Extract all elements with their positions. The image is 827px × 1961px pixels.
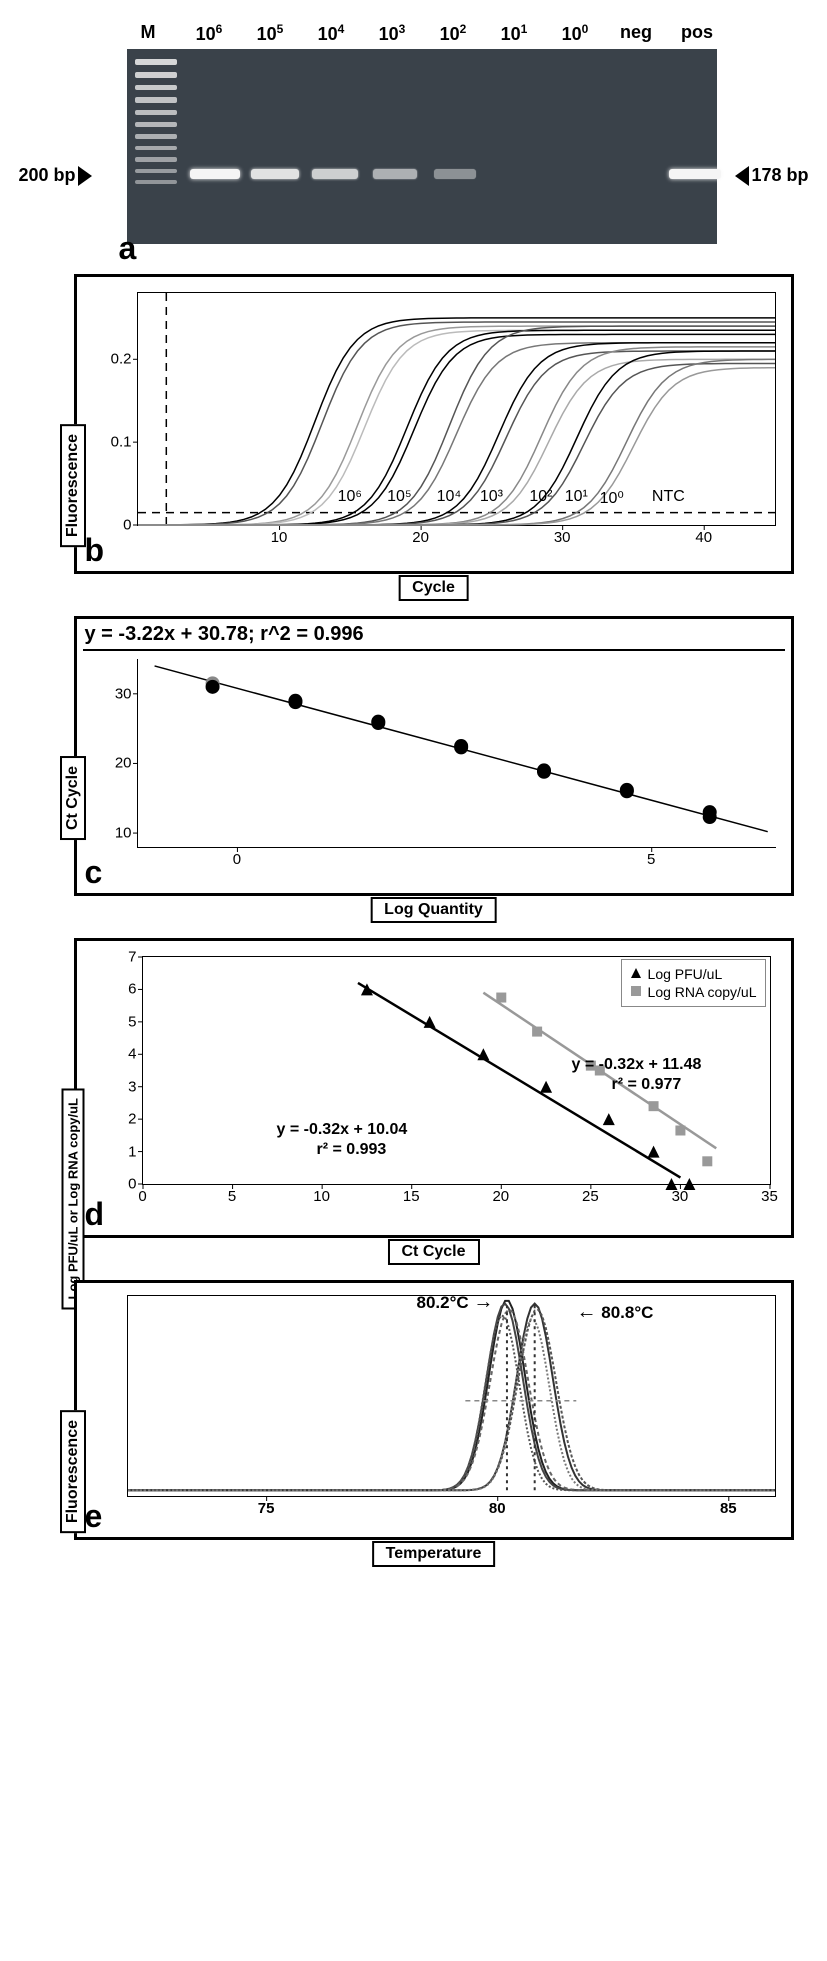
left-marker-text: 200 bp xyxy=(19,165,76,186)
c-equation: y = -3.22x + 30.78; r^2 = 0.996 xyxy=(85,623,364,646)
panel-b-amplification: Fluorescence Cycle 00.10.21020304010⁶10⁵… xyxy=(19,274,809,604)
d-xlabel: Ct Cycle xyxy=(387,1239,479,1265)
d-eq1a: y = -0.32x + 10.04 xyxy=(277,1121,408,1139)
d-eq2a: y = -0.32x + 11.48 xyxy=(572,1056,702,1074)
ladder xyxy=(135,59,183,234)
panel-e-letter: e xyxy=(85,1498,103,1535)
panel-a-gel: 200 bp M106105104103102101100negpos 178 … xyxy=(19,22,809,262)
e-svg xyxy=(128,1296,775,1496)
panel-e-melt: Fluorescence Temperature 758085 80.2°C →… xyxy=(19,1280,809,1570)
e-peak2-label: ← 80.8°C xyxy=(577,1301,654,1324)
right-marker-label: 178 bp xyxy=(735,165,808,186)
gel-image xyxy=(127,49,717,244)
arrow-left-icon xyxy=(735,166,749,186)
panel-b-letter: b xyxy=(85,532,105,569)
panel-d-letter: d xyxy=(85,1196,105,1233)
c-svg xyxy=(138,659,776,847)
gel-container: M106105104103102101100negpos xyxy=(109,22,719,252)
panel-a-letter: a xyxy=(119,230,137,267)
c-plot-area: 10203005 xyxy=(137,659,776,848)
chart-c: y = -3.22x + 30.78; r^2 = 0.996 Ct Cycle… xyxy=(74,616,794,896)
arrow-right-icon xyxy=(78,166,92,186)
chart-d: Log PFU/uL or Log RNA copy/uL Ct Cycle L… xyxy=(74,938,794,1238)
panel-c-letter: c xyxy=(85,854,103,891)
chart-b: Fluorescence Cycle 00.10.21020304010⁶10⁵… xyxy=(74,274,794,574)
b-ylabel: Fluorescence xyxy=(60,424,86,547)
left-marker-label: 200 bp xyxy=(19,165,92,186)
e-plot-area: 758085 xyxy=(127,1295,776,1497)
d-eq1b: r² = 0.993 xyxy=(317,1141,387,1159)
b-xlabel: Cycle xyxy=(398,575,469,601)
right-marker-text: 178 bp xyxy=(751,165,808,186)
c-xlabel: Log Quantity xyxy=(370,897,497,923)
c-divider xyxy=(83,649,785,651)
panel-c-standard-curve: y = -3.22x + 30.78; r^2 = 0.996 Ct Cycle… xyxy=(19,616,809,926)
e-ylabel: Fluorescence xyxy=(60,1410,86,1533)
d-eq2b: r² = 0.977 xyxy=(612,1076,682,1094)
gel-lane-labels: M106105104103102101100negpos xyxy=(109,22,719,45)
chart-e: Fluorescence Temperature 758085 80.2°C →… xyxy=(74,1280,794,1540)
e-peak1-label: 80.2°C → xyxy=(417,1291,494,1314)
b-plot-area: 00.10.21020304010⁶10⁵10⁴10³10²10¹10⁰NTC xyxy=(137,292,776,526)
c-ylabel: Ct Cycle xyxy=(60,756,86,840)
panel-d-regression: Log PFU/uL or Log RNA copy/uL Ct Cycle L… xyxy=(19,938,809,1268)
d-ylabel: Log PFU/uL or Log RNA copy/uL xyxy=(61,1088,84,1309)
e-xlabel: Temperature xyxy=(372,1541,496,1567)
